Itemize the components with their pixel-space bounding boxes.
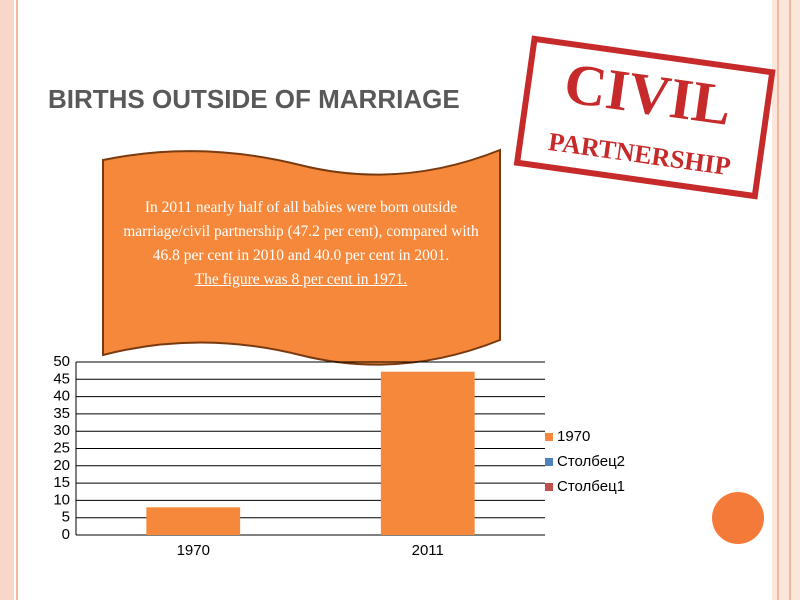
y-tick-label: 15 [53, 474, 70, 491]
callout-text: In 2011 nearly half of all babies were b… [112, 196, 490, 292]
bar [146, 507, 241, 535]
slide-title: BIRTHS OUTSIDE OF MARRIAGE [48, 84, 460, 114]
legend-swatch [545, 483, 553, 491]
y-tick-label: 30 [53, 422, 70, 439]
decor-circle [712, 492, 764, 544]
x-tick-label: 1970 [177, 542, 210, 559]
y-tick-label: 35 [53, 405, 70, 422]
y-tick-label: 0 [62, 526, 70, 543]
stamp-frame [513, 35, 776, 200]
stamp: CIVIL PARTNERSHIP [513, 35, 776, 200]
y-tick-label: 40 [53, 388, 70, 405]
left-border [0, 0, 14, 600]
callout-banner [102, 148, 501, 366]
right-border [772, 0, 800, 600]
y-tick-label: 5 [62, 509, 70, 526]
legend-label: 1970 [557, 428, 590, 445]
y-tick-label: 20 [53, 457, 70, 474]
annotation: The figure was 8 per cent in 1971. [194, 271, 408, 288]
y-tick-label: 10 [53, 491, 70, 508]
y-tick-label: 50 [53, 353, 70, 370]
y-tick-label: 45 [53, 370, 70, 387]
legend-label: Столбец1 [557, 478, 625, 495]
legend-swatch [545, 458, 553, 466]
annotation: In 2011 nearly half of all babies were b… [123, 199, 479, 264]
legend-label: Столбец2 [557, 453, 625, 470]
legend-swatch [545, 433, 553, 441]
x-tick-label: 2011 [412, 542, 444, 559]
y-tick-label: 25 [53, 439, 70, 456]
bar [380, 371, 475, 535]
